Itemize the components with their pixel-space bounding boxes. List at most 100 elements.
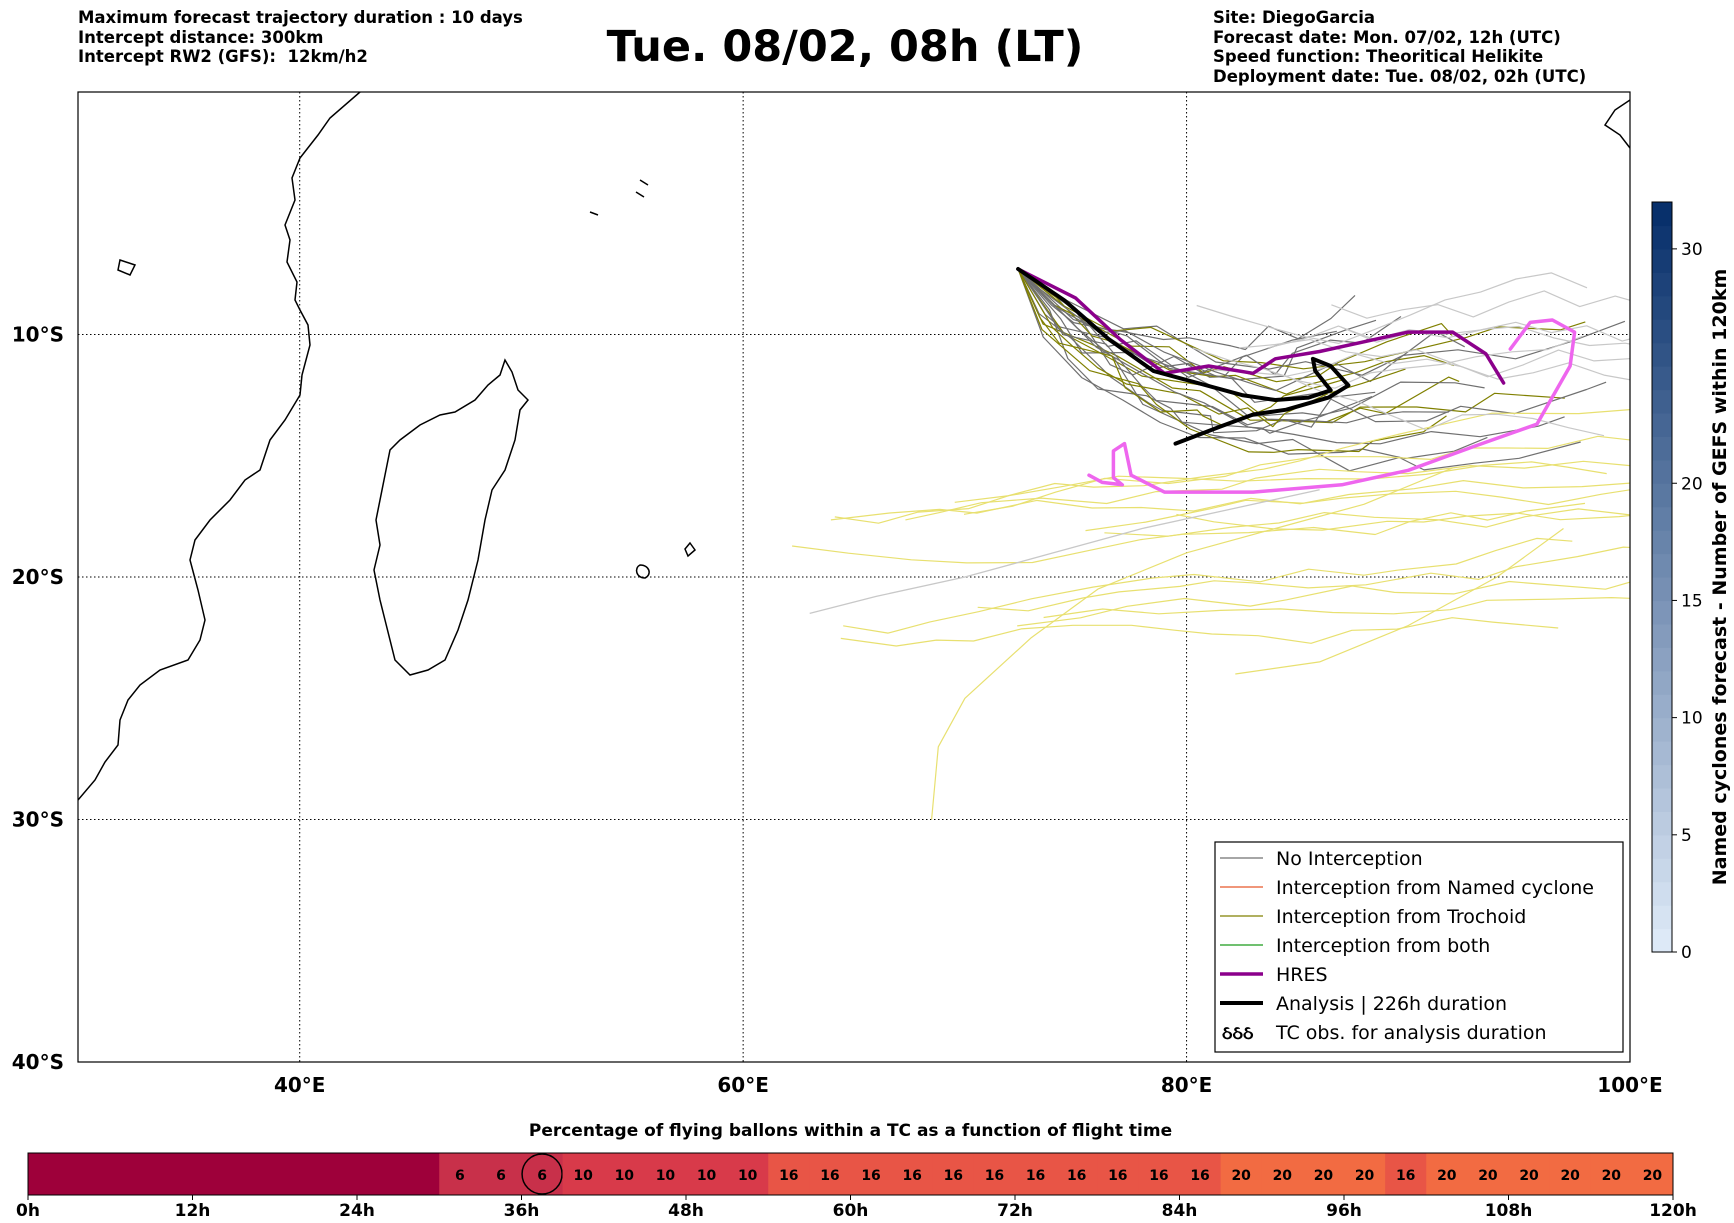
- ensemble-track: [1017, 268, 1581, 472]
- legend-label: TC obs. for analysis duration: [1275, 1022, 1547, 1044]
- heatmap-cell: [1631, 1153, 1674, 1195]
- ensemble-track-yellow: [840, 617, 1559, 647]
- heatmap-cell: [644, 1153, 687, 1195]
- africa-coastline: [78, 92, 361, 801]
- intercept-rw2-line: Intercept RW2 (GFS): 12km/h2: [78, 47, 368, 66]
- x-tick-label: 60°E: [717, 1073, 769, 1097]
- heatmap-cell-value: 10: [656, 1168, 676, 1184]
- forecast-date-line: Forecast date: Mon. 07/02, 12h (UTC): [1213, 27, 1561, 47]
- heatmap-tick-label: 36h: [504, 1201, 540, 1221]
- legend-label: HRES: [1276, 964, 1328, 986]
- heatmap-cell-value: 20: [1231, 1168, 1251, 1184]
- heatmap-cell: [28, 1153, 440, 1195]
- madagascar-coastline: [373, 358, 530, 676]
- ensemble-track-yellow: [830, 480, 1630, 521]
- heatmap-cell-value: 6: [537, 1168, 547, 1184]
- ensemble-track: [1017, 268, 1626, 376]
- colorbar-step: [1652, 600, 1672, 625]
- colorbar-step: [1652, 623, 1672, 648]
- ensemble-track-yellow: [963, 435, 1630, 515]
- sri-socotra-island: [117, 259, 137, 276]
- heatmap-cell: [686, 1153, 728, 1195]
- heatmap-cell-value: 16: [902, 1168, 921, 1184]
- heatmap-cell: [850, 1153, 893, 1195]
- heatmap-tick-label: 60h: [833, 1201, 869, 1221]
- colorbar-frame: [1651, 201, 1673, 953]
- colorbar-step: [1652, 577, 1672, 602]
- ensemble-track-yellow: [1104, 508, 1630, 537]
- heatmap-cell-value: 20: [1519, 1168, 1539, 1184]
- ensemble-track: [1017, 268, 1453, 383]
- colorbar-step: [1652, 530, 1672, 555]
- heatmap-cell: [1426, 1153, 1468, 1195]
- speed-function-line: Speed function: Theoritical Helikite: [1213, 47, 1544, 66]
- trajectory-tracks: [792, 267, 1630, 820]
- y-tick-label: 10°S: [12, 323, 64, 347]
- heatmap-cell: [1344, 1153, 1386, 1195]
- legend-label: Analysis | 226h duration: [1276, 993, 1507, 1015]
- heatmap-cell: [727, 1153, 769, 1195]
- heatmap-cell-value: 20: [1437, 1168, 1457, 1184]
- ensemble-track-yellow: [954, 409, 1630, 503]
- heatmap-cell-value: 20: [1560, 1168, 1580, 1184]
- heatmap-cell-value: 16: [861, 1168, 880, 1184]
- indonesia-coast: [1603, 99, 1630, 149]
- heatmap-cell-value: 10: [738, 1168, 758, 1184]
- heatmap-cell: [1467, 1153, 1509, 1195]
- colorbar-step: [1652, 717, 1672, 742]
- colorbar-step: [1652, 741, 1672, 766]
- site-line: Site: DiegoGarcia: [1213, 8, 1376, 27]
- heatmap-cell: [1097, 1153, 1139, 1195]
- ensemble-track: [1017, 268, 1377, 381]
- heatmap-cell: [603, 1153, 646, 1195]
- colorbar-step: [1652, 811, 1672, 836]
- ensemble-track-yellow: [931, 467, 1453, 820]
- colorbar-tick-label: 15: [1681, 591, 1703, 611]
- colorbar-step: [1652, 412, 1672, 437]
- heatmap-tick-label: 12h: [175, 1201, 211, 1221]
- heatmap-current-marker: [521, 1153, 563, 1195]
- intercept-distance-line: Intercept distance: 300km: [78, 27, 324, 47]
- heatmap-cell-value: 20: [1643, 1168, 1663, 1184]
- ensemble-track-yellow: [1235, 528, 1564, 675]
- heatmap-cell-value: 20: [1355, 1168, 1375, 1184]
- ensemble-track: [1017, 268, 1356, 351]
- legend-label: Interception from Named cyclone: [1276, 877, 1594, 899]
- series-hres: [1016, 267, 1506, 385]
- colorbar-step: [1652, 553, 1672, 578]
- coastlines: [78, 92, 1630, 801]
- heatmap-cell: [973, 1153, 1016, 1195]
- heatmap-tick-label: 108h: [1485, 1201, 1533, 1221]
- heatmap-cell-value: 16: [1026, 1168, 1045, 1184]
- heatmap-cell-value: 16: [1190, 1168, 1209, 1184]
- ensemble-track-gray: [1331, 290, 1630, 319]
- heatmap-cell: [1385, 1153, 1427, 1195]
- colorbar-tick-label: 10: [1681, 709, 1703, 729]
- ensemble-track-yellow: [1085, 489, 1630, 532]
- heatmap-cell-value: 20: [1478, 1168, 1498, 1184]
- colorbar-step: [1652, 670, 1672, 695]
- x-tick-label: 40°E: [274, 1073, 326, 1097]
- colorbar-label: Named cyclones forecast - Number of GEFS…: [1709, 269, 1731, 886]
- colorbar-tick-label: 5: [1681, 826, 1692, 846]
- legend-tc-obs-symbol: ઠઠઠ: [1222, 1023, 1254, 1044]
- heatmap-cell: [1261, 1153, 1304, 1195]
- x-tick-label: 80°E: [1161, 1073, 1213, 1097]
- heatmap-cell: [1138, 1153, 1180, 1195]
- heatmap-tick-label: 0h: [16, 1201, 40, 1221]
- x-axis-ticks: 40°E 60°E 80°E 100°E: [274, 1073, 1663, 1097]
- colorbar-step: [1652, 295, 1672, 320]
- heatmap-cell-value: 16: [779, 1168, 798, 1184]
- map-frame: [77, 91, 1631, 1063]
- ensemble-track-gray: [1267, 321, 1630, 349]
- heatmap-tick-label: 72h: [997, 1201, 1033, 1221]
- legend-label: Interception from both: [1276, 935, 1490, 957]
- heatmap-cell: [1508, 1153, 1551, 1195]
- heatmap-cell-value: 10: [573, 1168, 593, 1184]
- heatmap-tick-label: 24h: [339, 1201, 375, 1221]
- seychelles-islands: [589, 179, 649, 216]
- colorbar-step: [1652, 647, 1672, 672]
- legend-frame: [1214, 841, 1624, 1053]
- ensemble-track-yellow: [792, 502, 1586, 564]
- y-axis-ticks: 10°S 20°S 30°S 40°S: [12, 323, 64, 1075]
